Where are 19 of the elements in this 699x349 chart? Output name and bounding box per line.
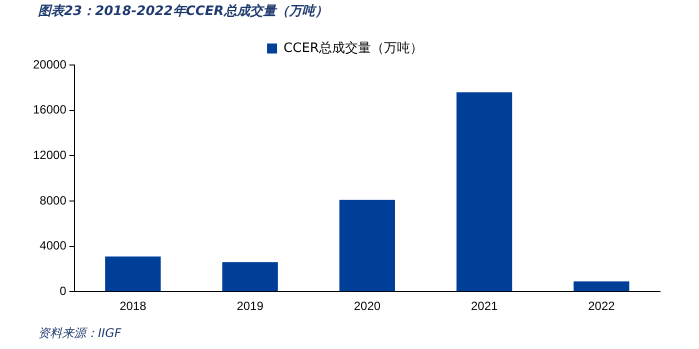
x-tick-label: 2019 [236, 299, 264, 314]
bar [222, 262, 278, 292]
text: 资料来源：IIGF [38, 325, 122, 342]
x-tick-label: 2022 [588, 299, 616, 314]
y-tick-label: 20000 [32, 57, 67, 72]
y-tick-label: 4000 [40, 238, 67, 253]
y-tick-label: 8000 [40, 193, 67, 208]
x-tick-label: 2020 [354, 299, 381, 314]
y-tick-label: 16000 [32, 102, 67, 117]
bar [105, 256, 161, 292]
x-tick-label: 2021 [470, 299, 498, 314]
chart-title: 图表23：2018-2022年CCER总成交量（万吨） [38, 2, 328, 20]
y-tick-label: 0 [60, 284, 67, 298]
bar [339, 200, 395, 292]
bar [456, 92, 512, 292]
bar [574, 281, 630, 292]
legend-label: CCER总成交量（万吨） [284, 40, 423, 56]
x-tick-label: 2018 [120, 299, 147, 314]
y-tick-label: 12000 [32, 148, 67, 162]
